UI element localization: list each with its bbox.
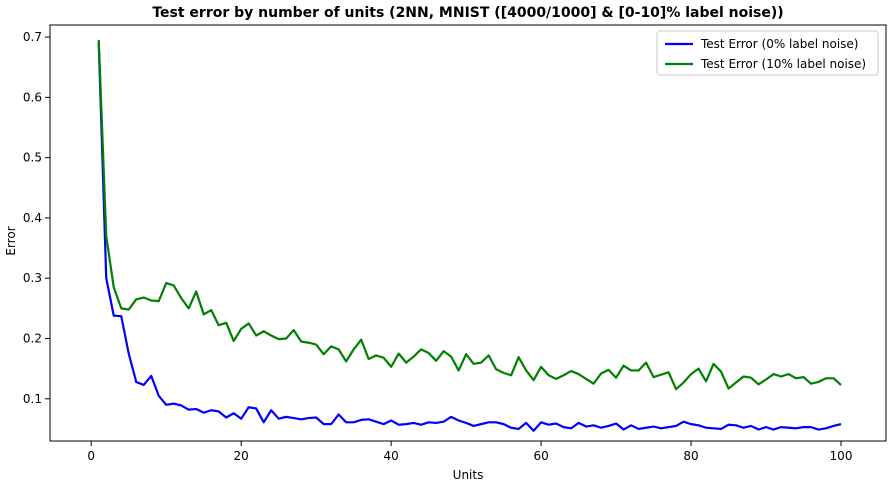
x-tick-label: 0 xyxy=(87,449,95,463)
axes: 0 20 40 60 80 100 0.1 0.2 0.3 0.4 0.5 0.6 0.7 xyxy=(23,24,887,463)
legend-box xyxy=(656,30,879,76)
x-tick-label: 40 xyxy=(384,449,399,463)
y-tick-label: 0.5 xyxy=(23,151,42,165)
y-tick-label: 0.3 xyxy=(23,271,42,285)
x-tick-label: 60 xyxy=(533,449,548,463)
x-axis-label: Units xyxy=(453,468,484,482)
y-tick-label: 0.7 xyxy=(23,30,42,44)
legend-label-1: Test Error (0% label noise) xyxy=(700,37,858,51)
series-line-2 xyxy=(97,40,842,391)
series-line-1 xyxy=(97,43,842,432)
y-tick-label: 0.2 xyxy=(23,332,42,346)
plot-area xyxy=(97,40,842,432)
x-tick-label: 100 xyxy=(830,449,853,463)
chart-title: Test error by number of units (2NN, MNIS… xyxy=(152,5,783,21)
legend: Test Error (0% label noise) Test Error (1… xyxy=(656,30,879,76)
y-axis-label: Error xyxy=(4,226,18,255)
y-tick-label: 0.1 xyxy=(23,392,42,406)
legend-label-2: Test Error (10% label noise) xyxy=(700,57,866,71)
x-tick-label: 20 xyxy=(234,449,249,463)
plot-frame xyxy=(49,24,887,442)
x-tick-label: 80 xyxy=(683,449,698,463)
y-tick-label: 0.6 xyxy=(23,90,42,104)
y-tick-label: 0.4 xyxy=(23,211,42,225)
